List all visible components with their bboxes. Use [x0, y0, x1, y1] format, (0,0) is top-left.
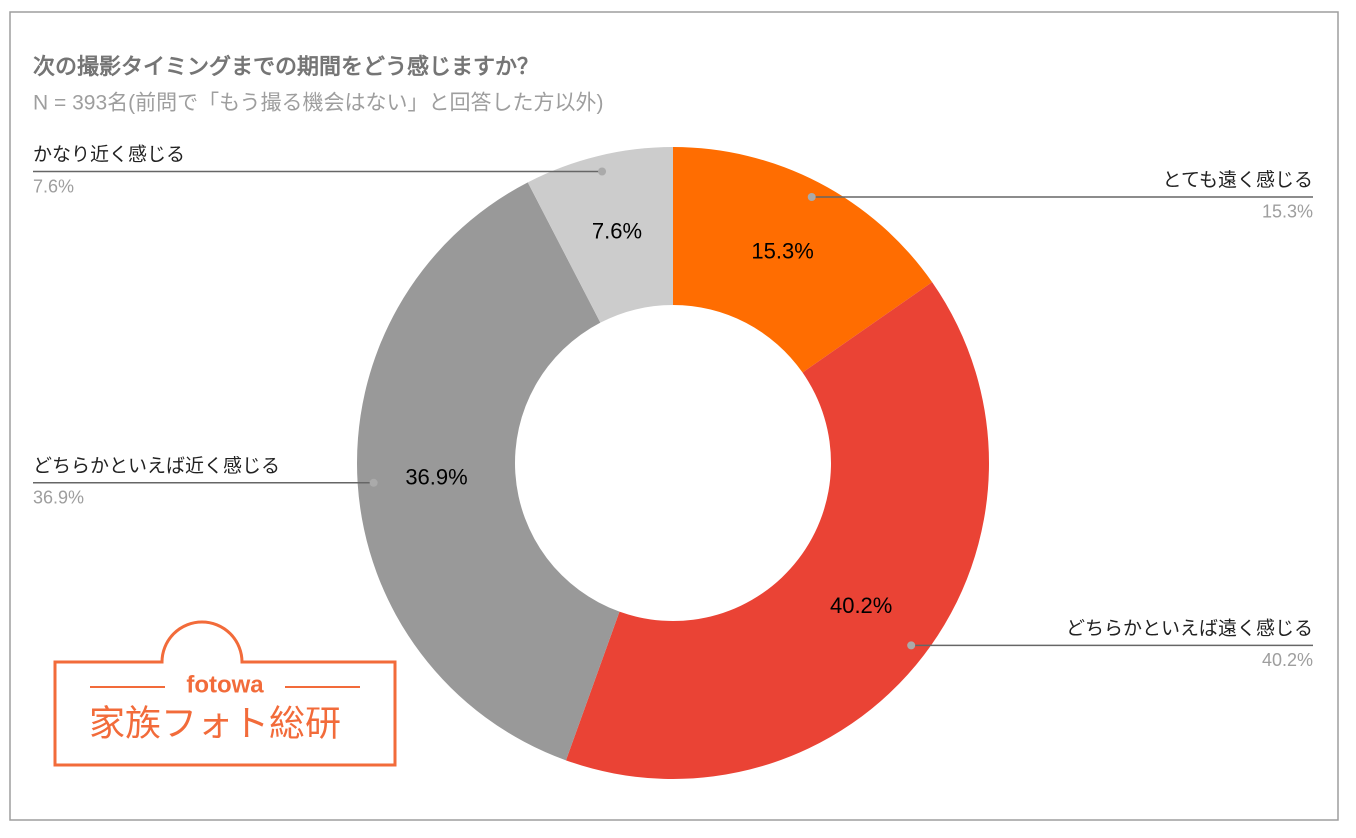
slice-label: 15.3%	[751, 239, 813, 264]
donut-slice	[527, 147, 673, 323]
leader-dot	[598, 167, 607, 176]
logo-brand: fotowa	[186, 671, 264, 698]
logo: fotowa 家族フォト総研	[53, 620, 397, 767]
slice-label: 40.2%	[830, 593, 892, 618]
category-label: かなり近く感じる	[33, 144, 185, 166]
chart-title: 次の撮影タイミングまでの期間をどう感じますか？	[33, 54, 539, 79]
logo-frame	[53, 620, 397, 767]
logo-name: 家族フォト総研	[89, 703, 341, 744]
category-label: とても遠く感じる	[1163, 169, 1313, 191]
outer-value-label: 15.3%	[1262, 202, 1313, 222]
outer-value-label: 40.2%	[1262, 650, 1313, 670]
leader-dot	[807, 192, 816, 201]
donut-slice	[565, 282, 989, 779]
outer-value-label: 7.6%	[33, 176, 74, 196]
leader-dot	[369, 478, 378, 487]
chart-subtitle: N = 393名(前問で「もう撮る機会はない」と回答した方以外)	[33, 92, 604, 115]
category-label: どちらかといえば近く感じる	[33, 455, 280, 477]
category-label: どちらかといえば遠く感じる	[1066, 617, 1313, 639]
donut-slice	[356, 182, 620, 761]
outer-value-label: 36.9%	[33, 488, 84, 508]
slice-label: 7.6%	[592, 219, 642, 244]
leader-dot	[907, 641, 916, 650]
donut-slice	[673, 147, 933, 373]
slice-label: 36.9%	[405, 464, 467, 489]
